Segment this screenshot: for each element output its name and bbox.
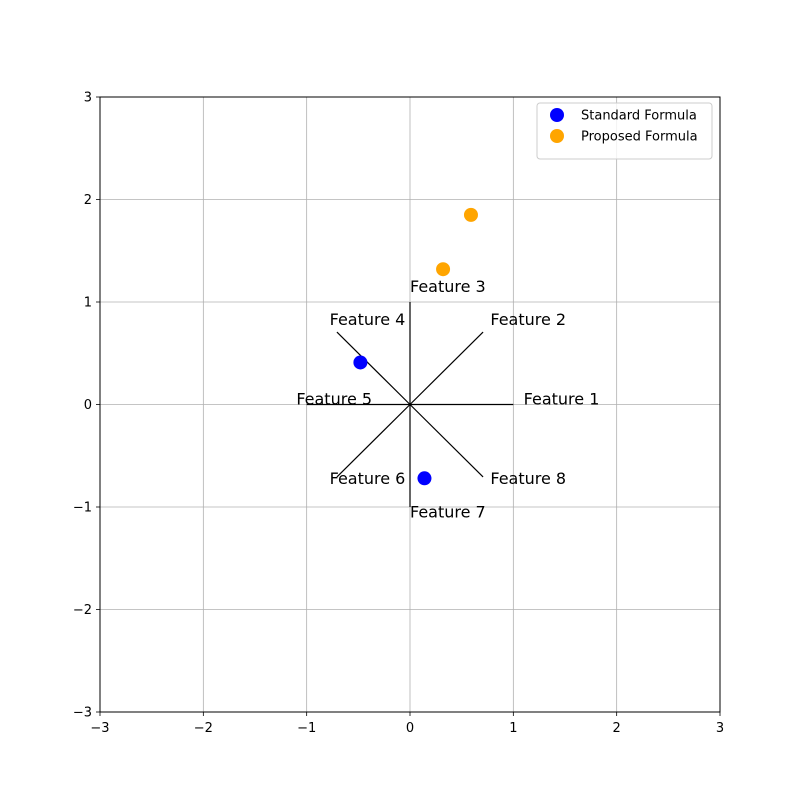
feature-axis-label: Feature 5 [296,390,372,409]
legend-marker [550,108,564,122]
ticks-layer: −3 −2 −1 0 1 2 3 −3 −2 −1 0 1 2 3 [73,91,724,737]
feature-axis-line [409,404,484,478]
feature-axis-line [336,331,411,405]
feature-axis-label: Feature 1 [524,390,600,409]
x-tick-label: 3 [716,721,724,736]
x-tick-label: −3 [90,721,109,736]
feature-axis-label: Feature 4 [330,310,406,329]
x-tick-label: 2 [613,721,621,736]
feature-axis-line [336,404,411,478]
feature-axis-label: Feature 6 [330,469,406,488]
data-point [353,355,368,370]
legend-box [536,102,713,160]
feature-axis-label: Feature 2 [490,310,566,329]
y-tick-label: 0 [84,398,92,413]
data-point [436,262,451,277]
x-tick-label: 0 [406,721,414,736]
legend-label: Standard Formula [581,109,697,124]
x-tick-label: 1 [509,721,517,736]
y-tick-label: 2 [84,193,92,208]
y-tick-label: 3 [84,91,92,106]
x-tick-label: −2 [194,721,213,736]
y-tick-label: −1 [73,501,92,516]
feature-axis-label: Feature 3 [410,277,486,296]
y-tick-label: −2 [73,603,92,618]
feature-axis-label: Feature 7 [410,502,486,521]
points-layer [353,207,478,486]
legend-label: Proposed Formula [581,130,698,145]
feature-axis-label: Feature 8 [490,469,566,488]
y-tick-label: 1 [84,296,92,311]
legend-marker [550,129,564,143]
data-point [463,207,478,222]
legend: Standard Formula Proposed Formula [536,102,713,160]
y-tick-label: −3 [73,706,92,721]
data-point [417,471,432,486]
x-tick-label: −1 [297,721,316,736]
feature-axis-line [409,331,484,405]
